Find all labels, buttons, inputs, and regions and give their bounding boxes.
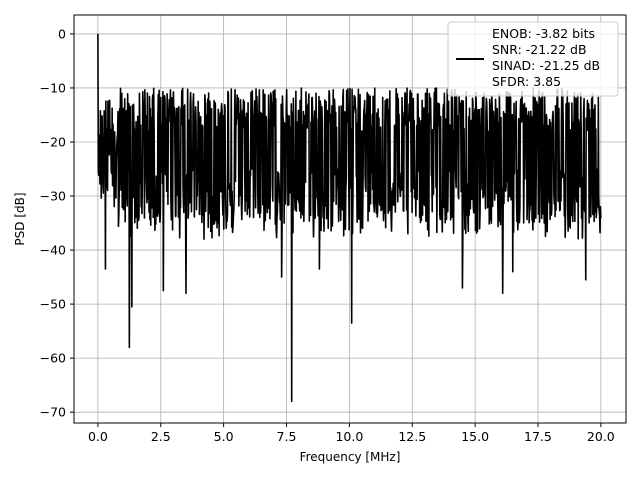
series-layer (97, 33, 602, 403)
axes-frame (73, 14, 627, 424)
y-tick-label: −20 (40, 134, 66, 149)
y-tick-label: 0 (58, 26, 66, 41)
x-tick-label: 7.5 (277, 429, 297, 444)
x-tick-label: 0.0 (88, 429, 108, 444)
legend-line-text: SFDR: 3.85 (492, 74, 561, 89)
psd-series-line (97, 33, 602, 403)
x-tick-label: 15.0 (461, 429, 489, 444)
x-tick-label: 17.5 (524, 429, 552, 444)
legend: ENOB: -3.82 bits SNR: -21.22 dB SINAD: -21… (447, 21, 619, 97)
y-axis: 0 −10 −20 −30 −40 −50 −60 −70 (40, 26, 74, 420)
legend-line-text: SINAD: -21.25 dB (492, 58, 600, 73)
x-tick-label: 20.0 (587, 429, 615, 444)
legend-box (447, 21, 619, 97)
x-tick-label: 5.0 (214, 429, 234, 444)
legend-line-text: ENOB: -3.82 bits (492, 26, 595, 41)
legend-line-text: SNR: -21.22 dB (492, 42, 587, 57)
x-axis-label: Frequency [MHz] (300, 450, 401, 464)
legend-label: ENOB: -3.82 bits SNR: -21.22 dB SINAD: -21… (492, 26, 600, 89)
y-tick-label: −40 (40, 243, 66, 258)
x-tick-label: 12.5 (398, 429, 426, 444)
y-axis-label: PSD [dB] (13, 192, 27, 245)
y-tick-label: −60 (40, 351, 66, 366)
y-tick-label: −50 (40, 297, 66, 312)
y-tick-label: −30 (40, 189, 66, 204)
y-tick-label: −70 (40, 405, 66, 420)
x-tick-label: 2.5 (151, 429, 171, 444)
x-tick-label: 10.0 (335, 429, 363, 444)
x-axis: 0.0 2.5 5.0 7.5 10.0 12.5 15.0 17.5 20.0 (88, 423, 615, 444)
y-tick-label: −10 (40, 80, 66, 95)
